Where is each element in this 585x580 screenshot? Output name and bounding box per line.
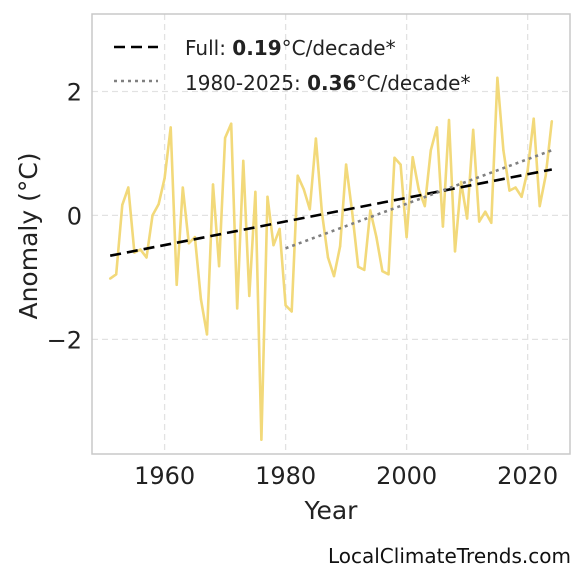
trend-full-line bbox=[109, 168, 553, 257]
x-axis-label: Year bbox=[304, 496, 359, 525]
anomaly-point bbox=[223, 136, 227, 140]
anomaly-point bbox=[302, 188, 305, 191]
anomaly-point bbox=[375, 235, 378, 239]
anomaly-point bbox=[217, 265, 221, 268]
trend-recent-line bbox=[285, 149, 553, 250]
anomaly-point bbox=[520, 195, 523, 199]
anomaly-point bbox=[320, 211, 324, 214]
anomaly-point bbox=[369, 209, 372, 212]
anomaly-point bbox=[532, 117, 535, 120]
anomaly-point bbox=[332, 274, 336, 278]
legend: Full: 0.19°C/decade* 1980-2025: 0.36°C/d… bbox=[114, 36, 470, 95]
anomaly-point bbox=[127, 186, 130, 189]
anomaly-point bbox=[272, 243, 275, 247]
anomaly-point bbox=[157, 203, 160, 206]
anomaly-point bbox=[181, 186, 184, 189]
anomaly-point bbox=[169, 126, 172, 129]
anomaly-point bbox=[308, 208, 312, 211]
legend-entry-recent: 1980-2025: 0.36°C/decade* bbox=[185, 71, 470, 95]
anomaly-point bbox=[357, 265, 360, 269]
y-tick-label: 0 bbox=[67, 202, 82, 230]
legend-recent-unit: °C/decade* bbox=[356, 71, 470, 95]
anomaly-point bbox=[411, 155, 414, 159]
anomaly-point bbox=[490, 221, 493, 225]
anomaly-point bbox=[205, 333, 209, 336]
anomaly-point bbox=[496, 76, 499, 80]
anomaly-point bbox=[266, 195, 269, 199]
anomaly-point bbox=[145, 256, 148, 259]
anomaly-point bbox=[447, 118, 451, 122]
anomaly-point bbox=[502, 149, 505, 152]
anomaly-point bbox=[296, 174, 299, 177]
anomaly-point bbox=[199, 297, 203, 301]
anomaly-point bbox=[229, 122, 233, 125]
anomaly-point bbox=[284, 304, 287, 307]
anomaly-point bbox=[423, 204, 426, 208]
anomaly-point bbox=[108, 277, 112, 280]
y-tick-label: 2 bbox=[67, 78, 82, 106]
anomaly-point bbox=[326, 256, 330, 259]
anomaly-point bbox=[514, 186, 517, 189]
plot-frame bbox=[91, 13, 571, 455]
x-tick-label: 1980 bbox=[255, 462, 316, 490]
tick-labels: 1960 1980 2000 2020 −2 0 2 bbox=[47, 78, 559, 490]
anomaly-point bbox=[399, 163, 402, 166]
anomaly-point bbox=[544, 173, 547, 177]
anomaly-point bbox=[193, 235, 197, 239]
series-group bbox=[108, 76, 554, 442]
anomaly-point bbox=[363, 268, 366, 272]
anomaly-point bbox=[459, 180, 463, 184]
y-axis-label: Anomaly (°C) bbox=[14, 152, 43, 319]
anomaly-point bbox=[254, 190, 257, 194]
legend-recent-name: 1980-2025: bbox=[185, 71, 301, 95]
anomaly-point bbox=[139, 248, 142, 251]
anomaly-point bbox=[538, 204, 541, 208]
x-tick-label: 1960 bbox=[134, 462, 195, 490]
anomaly-point bbox=[405, 235, 408, 239]
anomaly-point bbox=[187, 242, 191, 245]
anomaly-point bbox=[429, 149, 433, 152]
anomaly-point bbox=[453, 250, 457, 253]
x-tick-label: 2020 bbox=[497, 462, 558, 490]
legend-recent-rate: 0.36 bbox=[307, 71, 356, 95]
anomaly-point bbox=[387, 273, 390, 276]
x-tick-label: 2000 bbox=[376, 462, 437, 490]
anomaly-point bbox=[260, 438, 263, 441]
anomaly-point bbox=[115, 273, 118, 276]
anomaly-point bbox=[478, 220, 481, 223]
anomaly-point bbox=[248, 294, 251, 298]
anomaly-point bbox=[314, 137, 318, 140]
legend-full-unit: °C/decade* bbox=[282, 36, 396, 60]
anomaly-point bbox=[508, 189, 511, 192]
anomaly-point bbox=[393, 156, 396, 159]
anomaly-point bbox=[121, 203, 124, 207]
anomaly-point bbox=[435, 126, 439, 129]
legend-full-rate: 0.19 bbox=[232, 36, 281, 60]
anomaly-point bbox=[484, 210, 487, 213]
anomaly-point bbox=[350, 211, 354, 214]
anomaly-point bbox=[278, 227, 281, 231]
anomaly-point bbox=[175, 283, 178, 287]
anomaly-point bbox=[344, 163, 348, 166]
anomaly-point bbox=[550, 120, 554, 123]
legend-entry-full: Full: 0.19°C/decade* bbox=[185, 36, 396, 60]
anomaly-series-line bbox=[109, 76, 554, 442]
y-tick-label: −2 bbox=[47, 326, 82, 354]
anomaly-point bbox=[242, 159, 245, 163]
anomaly-point bbox=[471, 128, 475, 132]
anomaly-point bbox=[236, 307, 239, 310]
anomaly-point bbox=[163, 177, 166, 180]
anomaly-point bbox=[338, 245, 342, 248]
anomaly-point bbox=[211, 183, 215, 186]
anomaly-point bbox=[465, 217, 469, 220]
watermark-text: LocalClimateTrends.com bbox=[327, 544, 571, 568]
anomaly-point bbox=[417, 188, 420, 191]
legend-full-name: Full: bbox=[185, 36, 226, 60]
anomaly-point bbox=[526, 169, 529, 172]
anomaly-point bbox=[381, 269, 384, 273]
anomaly-point bbox=[441, 225, 445, 228]
anomaly-point bbox=[151, 214, 154, 217]
anomaly-point bbox=[290, 310, 293, 313]
